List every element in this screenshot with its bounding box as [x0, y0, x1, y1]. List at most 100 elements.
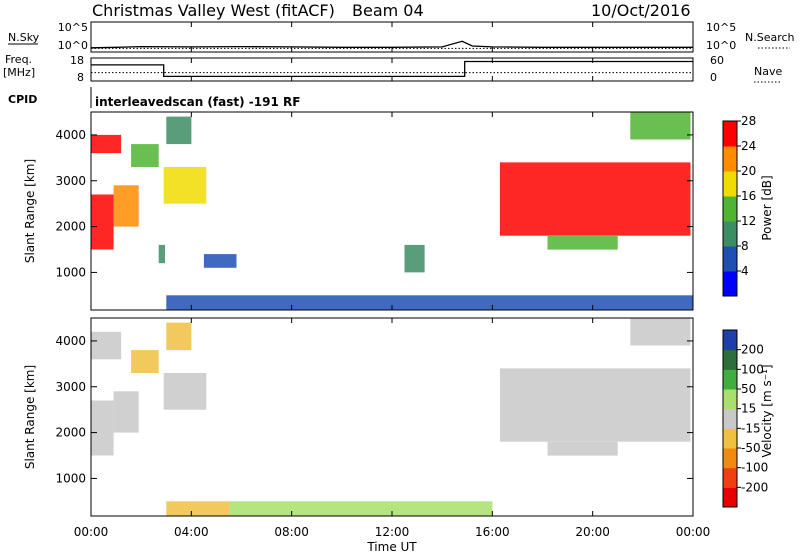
power-colorbar-label: Power [dB]: [760, 175, 774, 240]
echo-region: [113, 185, 139, 227]
echo-region: [404, 244, 425, 273]
power-colorbar-label: 4: [741, 264, 749, 278]
nsearch-label: N.Search: [745, 31, 795, 44]
echo-region: [547, 235, 618, 250]
power-colorbar-label: 8: [741, 239, 749, 253]
echo-region: [91, 194, 114, 250]
nave-label: Nave: [754, 65, 782, 78]
echo-region: [113, 391, 139, 433]
power-colorbar-label: 28: [741, 114, 756, 128]
x-tick-label: 20:00: [575, 525, 610, 539]
noise-tick-bottom-right: 10^0: [706, 39, 736, 52]
nave-tick-bottom: 0: [710, 71, 717, 84]
x-axis-title: Time UT: [366, 540, 417, 554]
echo-region: [166, 295, 693, 310]
echo-region: [166, 116, 192, 145]
nave-tick-top: 60: [710, 54, 724, 67]
power-colorbar-swatch: [723, 221, 737, 247]
noise-tick-top-right: 10^5: [706, 21, 736, 34]
velocity-ytick-label: 4000: [55, 334, 86, 348]
velocity-colorbar-label: 200: [741, 343, 764, 357]
velocity-ytick-label: 2000: [55, 426, 86, 440]
freq-tick-bottom: 8: [77, 71, 84, 84]
echo-region: [163, 373, 207, 410]
echo-region: [131, 350, 159, 373]
x-tick-label: 12:00: [375, 525, 410, 539]
velocity-colorbar-label: 50: [741, 382, 756, 396]
power-colorbar-swatch: [723, 246, 737, 272]
power-ylabel: Slant Range [km]: [23, 159, 37, 263]
power-colorbar-label: 16: [741, 189, 756, 203]
velocity-colorbar-frame: [722, 329, 738, 508]
velocity-colorbar: 200 100 50 15 -15 -50 -100 -200: [722, 329, 768, 508]
power-ytick-label: 3000: [55, 174, 86, 188]
noise-panel: N.Sky 10^5 10^0 10^5 10^0 N.Search: [8, 21, 795, 53]
x-tick-label: 00:00: [676, 525, 711, 539]
velocity-colorbar-label: 15: [741, 402, 756, 416]
power-colorbar-label: 20: [741, 164, 756, 178]
velocity-colorbar-label: -50: [741, 441, 761, 455]
velocity-colorbar-swatch: [723, 330, 737, 351]
velocity-colorbar-label: Velocity [m s⁻¹]: [760, 364, 774, 457]
cpid-panel: CPID interleavedscan (fast) -191 RF: [8, 87, 300, 109]
echo-region: [166, 501, 229, 516]
velocity-colorbar-swatch: [723, 408, 737, 429]
time-axis: 00:00 04:00 08:00 12:00 16:00 20:00 00:00: [74, 22, 711, 539]
noise-tick-top-left: 10^5: [58, 21, 88, 34]
power-colorbar-label: 24: [741, 139, 756, 153]
power-colorbar-swatch: [723, 121, 737, 147]
echo-region: [547, 441, 618, 456]
echo-region: [630, 112, 691, 140]
velocity-colorbar-swatch: [723, 349, 737, 370]
frequency-panel: Freq. [MHz] 18 8 60 0 Nave: [3, 53, 782, 84]
power-colorbar-swatch: [723, 171, 737, 197]
power-ytick-label: 2000: [55, 220, 86, 234]
power-colorbar-frame: [722, 120, 738, 297]
echo-region: [166, 322, 192, 351]
power-ytick-label: 1000: [55, 265, 86, 279]
x-tick-label: 16:00: [475, 525, 510, 539]
power-panel: 1000 2000 3000 4000 Slant Range [km]: [23, 111, 694, 311]
echo-region: [630, 318, 691, 346]
x-tick-label: 04:00: [174, 525, 209, 539]
velocity-colorbar-label: -200: [741, 480, 768, 494]
nsky-label: N.Sky: [8, 31, 40, 44]
echo-region: [131, 144, 159, 167]
velocity-colorbar-swatch: [723, 448, 737, 469]
freq-tick-top: 18: [70, 54, 84, 67]
freq-label: Freq.: [5, 53, 32, 66]
nsky-line: [90, 40, 693, 49]
cpid-text: interleavedscan (fast) -191 RF: [95, 95, 300, 109]
power-colorbar-swatch: [723, 271, 737, 297]
plot-title: Christmas Valley West (fitACF): [92, 1, 335, 20]
x-tick-label: 08:00: [274, 525, 309, 539]
echo-region: [499, 162, 691, 236]
echo-region: [163, 167, 207, 204]
power-colorbar: 4 8 12 16 20 24 28: [722, 114, 756, 297]
echo-region: [91, 134, 122, 154]
velocity-colorbar-label: 100: [741, 362, 764, 376]
velocity-ytick-label: 3000: [55, 380, 86, 394]
power-colorbar-label: 12: [741, 214, 756, 228]
power-colorbar-swatch: [723, 196, 737, 222]
noise-tick-bottom-left: 10^0: [58, 39, 88, 52]
beam-label: Beam 04: [352, 1, 424, 20]
date-label: 10/Oct/2016: [591, 1, 691, 20]
velocity-colorbar-label: -15: [741, 421, 761, 435]
echo-region: [158, 244, 165, 264]
velocity-colorbar-swatch: [723, 369, 737, 390]
velocity-colorbar-label: -100: [741, 461, 768, 475]
velocity-colorbar-swatch: [723, 487, 737, 508]
echo-region: [203, 254, 237, 268]
velocity-ylabel: Slant Range [km]: [23, 365, 37, 469]
power-ytick-label: 4000: [55, 128, 86, 142]
echo-region: [91, 331, 122, 360]
echo-region: [91, 400, 114, 456]
velocity-colorbar-swatch: [723, 428, 737, 449]
velocity-panel: 1000 2000 3000 4000 Slant Range [km]: [23, 317, 694, 517]
velocity-colorbar-swatch: [723, 467, 737, 488]
power-colorbar-swatch: [723, 146, 737, 172]
echo-region: [229, 501, 493, 516]
x-tick-label: 00:00: [74, 525, 109, 539]
